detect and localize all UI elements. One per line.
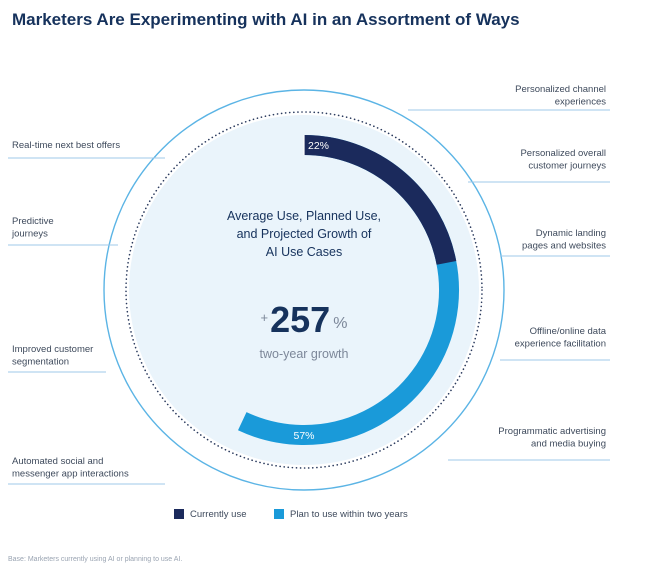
growth-value: +257% (261, 299, 348, 340)
footnote: Base: Marketers currently using AI or pl… (8, 556, 183, 563)
right-label-5-line-1: Programmatic advertising (498, 426, 606, 437)
chart-title: Marketers Are Experimenting with AI in a… (12, 10, 520, 29)
data-label-plan-to-use: 57% (293, 430, 314, 442)
legend-swatch-current (174, 509, 184, 519)
growth-label: two-year growth (260, 347, 349, 361)
right-label-3-line-1: Dynamic landing (536, 228, 606, 239)
right-label-1-line-2: experiences (555, 97, 606, 108)
right-label-1-line-1: Personalized channel (515, 84, 606, 95)
legend-swatch-planned (274, 509, 284, 519)
right-label-2-line-1: Personalized overall (520, 148, 606, 159)
left-label-2-line-2: journeys (11, 229, 48, 240)
left-label-3-line-1: Improved customer (12, 344, 93, 355)
left-label-1-line-1: Real-time next best offers (12, 140, 120, 151)
center-heading-line-1: Average Use, Planned Use, (227, 209, 381, 223)
left-label-3-line-2: segmentation (12, 357, 69, 368)
center-heading-line-2: and Projected Growth of (237, 227, 372, 241)
right-label-4-line-1: Offline/online data (530, 326, 607, 337)
legend-label-current: Currently use (190, 508, 247, 520)
right-label-4-line-2: experience facilitation (515, 339, 606, 350)
right-label-3-line-2: pages and websites (522, 241, 606, 252)
legend-label-planned: Plan to use within two years (290, 508, 408, 520)
center-heading-line-3: AI Use Cases (266, 245, 342, 259)
right-label-5-line-2: and media buying (531, 439, 606, 450)
legend-item-current: Currently use (174, 506, 247, 522)
arc-currently-use (303, 135, 457, 265)
dotted-ring (125, 111, 483, 469)
left-label-2-line-1: Predictive (12, 216, 54, 227)
outer-ring (103, 89, 505, 491)
left-label-4-line-2: messenger app interactions (12, 469, 129, 480)
legend: Currently use Plan to use within two yea… (0, 506, 662, 522)
inner-circle-fill (129, 115, 479, 465)
right-label-2-line-2: customer journeys (528, 161, 606, 172)
left-label-4-line-1: Automated social and (12, 456, 103, 467)
data-label-currently-use: 22% (308, 140, 329, 152)
legend-item-planned: Plan to use within two years (274, 506, 408, 522)
